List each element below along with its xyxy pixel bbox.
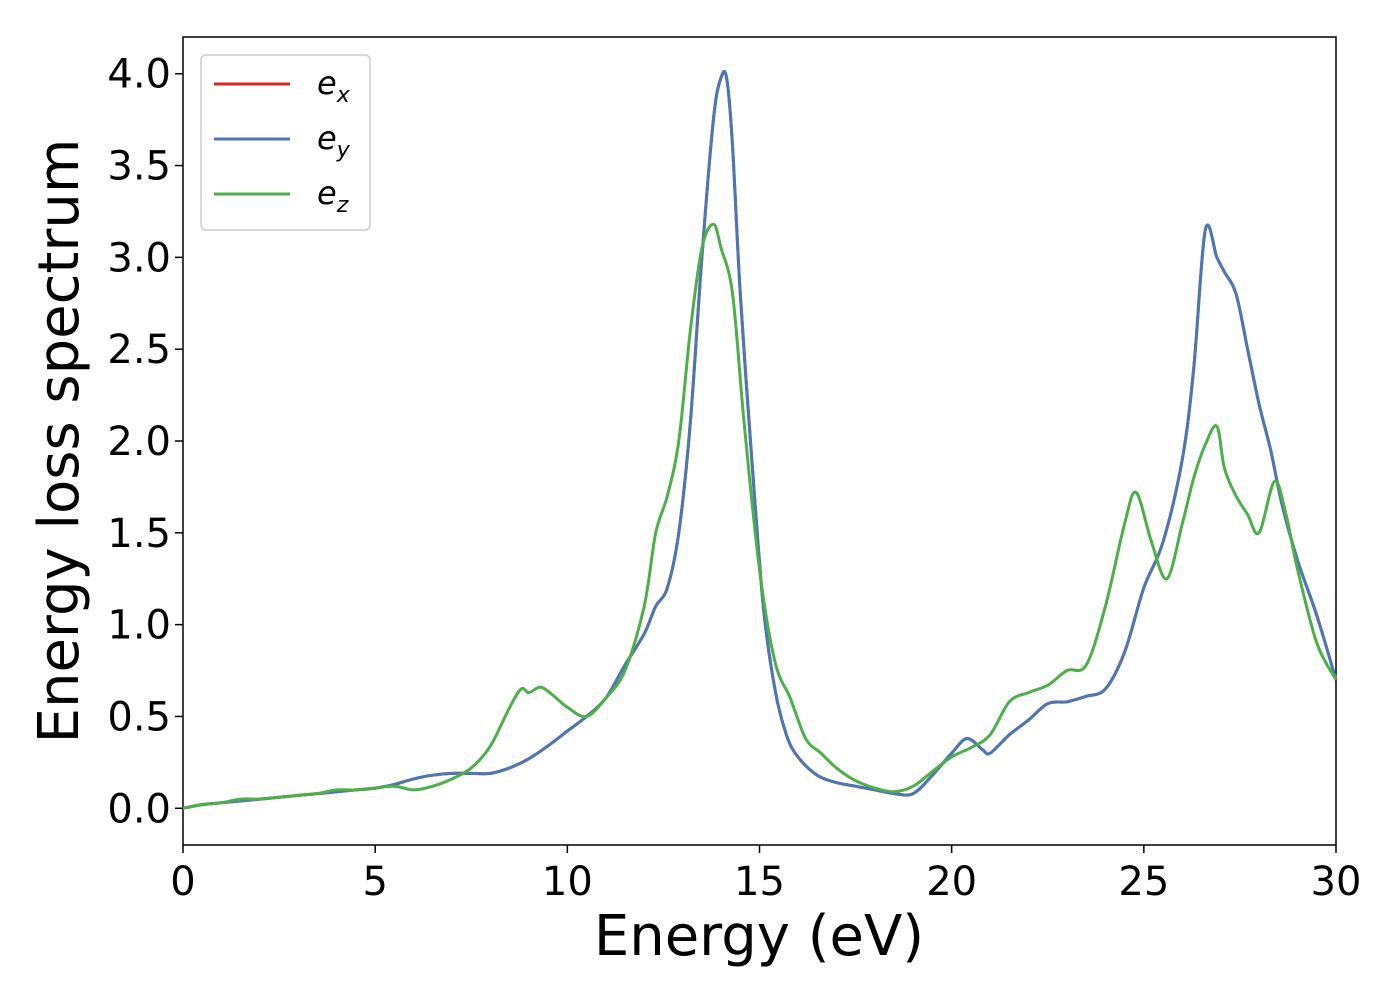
plot-area [182,36,1337,846]
y-tick-label: 3.0 [107,235,171,281]
x-tick-label: 5 [362,859,387,905]
x-tick-label: 10 [542,859,593,905]
y-tick-label: 2.5 [107,327,171,373]
y-tick-label: 3.5 [107,144,171,190]
y-tick-label: 2.0 [107,419,171,465]
series-line-z [182,222,1338,810]
legend-box [200,54,371,231]
x-tick-label: 15 [734,859,785,905]
x-axis-title: Energy (eV) [594,904,924,969]
series-line-y [182,69,1338,810]
x-tick-label: 30 [1311,859,1362,905]
y-tick-label: 0.0 [107,786,171,832]
x-tick-label: 0 [170,859,195,905]
y-tick-label: 1.0 [107,603,171,649]
y-tick-label: 4.0 [107,52,171,98]
y-tick-label: 1.5 [107,511,171,557]
y-tick-label: 0.5 [107,694,171,740]
series-layer [182,69,1338,810]
x-tick-label: 20 [926,859,977,905]
x-axis-ticks: 0 5 10 15 20 25 30 [170,845,1361,905]
x-tick-label: 25 [1118,859,1169,905]
legend-label-y: ey [317,119,351,163]
y-axis-title: Energy loss spectrum [27,139,92,744]
y-axis-ticks: 0.0 0.5 1.0 1.5 2.0 2.5 3.0 3.5 4.0 [107,52,183,832]
